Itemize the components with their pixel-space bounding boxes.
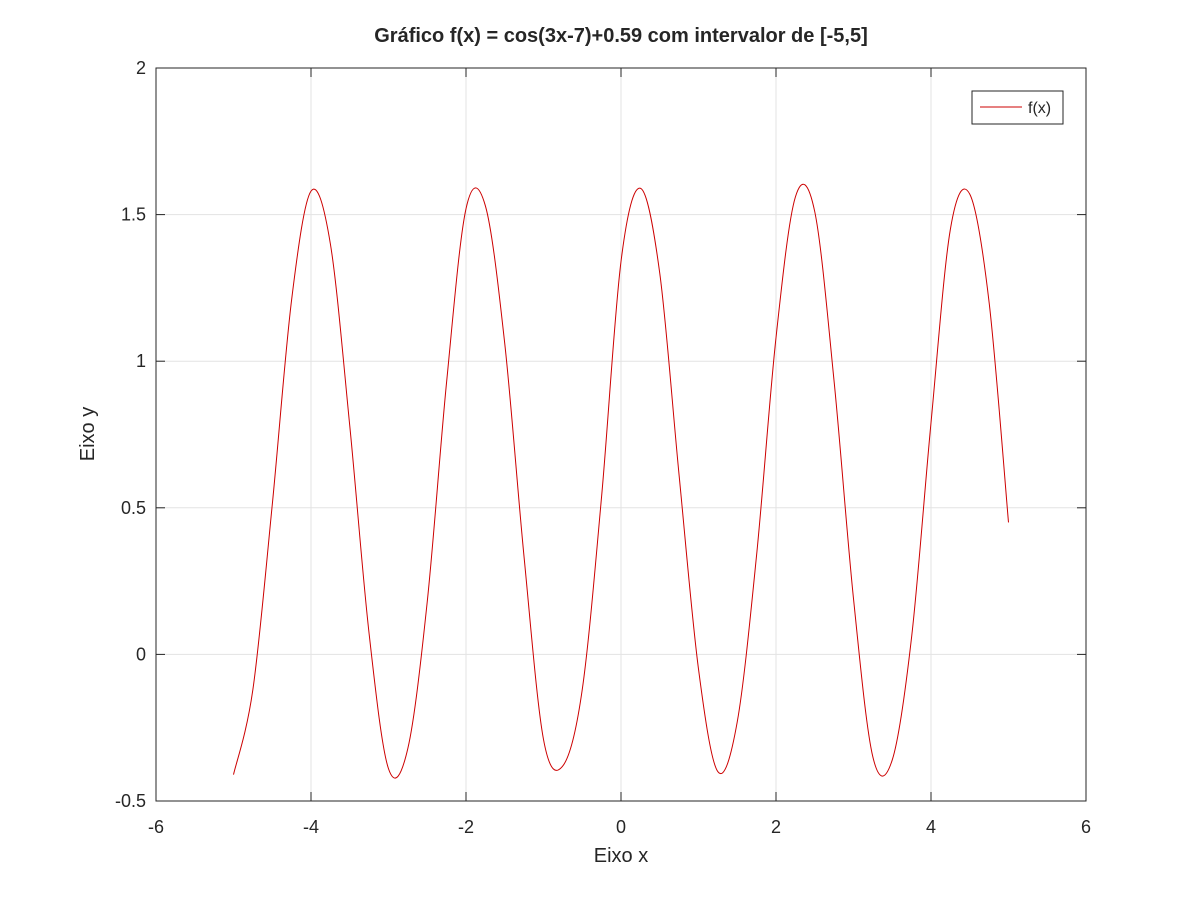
x-tick-label: -6 xyxy=(148,817,164,837)
legend: f(x) xyxy=(971,90,1064,125)
legend-entry-fx: f(x) xyxy=(1028,100,1051,117)
series-layer xyxy=(233,183,1009,779)
y-tick-label: 0.5 xyxy=(121,498,146,518)
grid-layer xyxy=(155,67,1087,802)
y-axis-label: Eixo y xyxy=(77,407,99,461)
x-tick-label: 2 xyxy=(771,817,781,837)
y-tick-label: 1 xyxy=(136,351,146,371)
y-tick-label: 1.5 xyxy=(121,205,146,225)
y-tick-label: 2 xyxy=(136,58,146,78)
x-tick-label: 4 xyxy=(926,817,936,837)
x-tick-label: 0 xyxy=(616,817,626,837)
x-tick-label: -4 xyxy=(303,817,319,837)
series-line-fx xyxy=(233,183,1009,779)
y-tick-label: -0.5 xyxy=(115,791,146,811)
chart-title: Gráfico f(x) = cos(3x-7)+0.59 com interv… xyxy=(374,25,868,47)
x-axis-label: Eixo x xyxy=(594,845,648,867)
x-tick-label: -2 xyxy=(458,817,474,837)
tick-layer: -6 -4 -2 0 2 4 6 -0.5 0 0.5 1 1.5 2 xyxy=(115,58,1091,837)
x-tick-label: 6 xyxy=(1081,817,1091,837)
y-tick-label: 0 xyxy=(136,644,146,664)
